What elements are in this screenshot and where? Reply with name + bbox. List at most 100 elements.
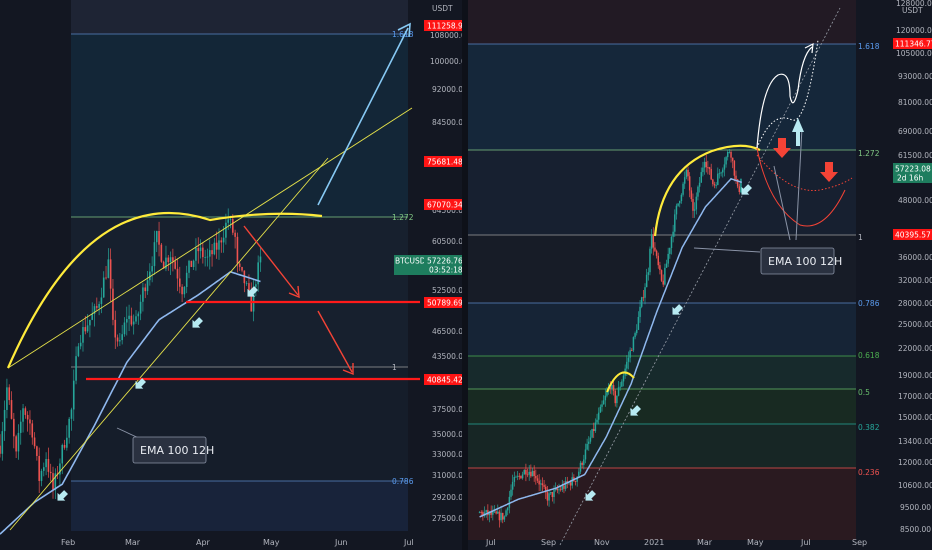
candle-body	[713, 184, 716, 186]
candle-body	[561, 485, 564, 490]
right-y-tick: 120000.00	[896, 26, 932, 35]
left-y-tick: 84500.00	[432, 118, 468, 127]
right-fib-zone-0236	[468, 468, 856, 540]
candle-body	[670, 236, 673, 249]
candle-body	[690, 190, 693, 200]
candle-body	[654, 247, 656, 251]
candle-body	[31, 423, 34, 438]
candle-body	[614, 390, 616, 404]
left-x-axis: Feb Mar Apr May Jun Jul	[61, 538, 414, 547]
candle-body	[146, 280, 149, 292]
candle-body	[495, 511, 497, 514]
candle-body	[259, 256, 262, 263]
right-y-tick: 15000.00	[898, 413, 932, 422]
candle-body	[478, 511, 481, 513]
left-y-tick: 100000.00	[430, 57, 471, 66]
candle-body	[181, 286, 183, 295]
right-projection-red-dotted	[756, 154, 853, 192]
candle-body	[513, 476, 516, 482]
candle-body	[526, 474, 529, 476]
candle-body	[199, 247, 202, 252]
candle-body	[40, 470, 43, 481]
candle-body	[599, 406, 602, 413]
right-ema-callout-box	[760, 247, 835, 275]
candle-body	[576, 476, 578, 482]
candle-body	[596, 419, 598, 423]
candle-body	[54, 473, 57, 490]
candle-body	[594, 422, 597, 432]
candle-body	[728, 151, 731, 153]
candle-body	[155, 231, 158, 243]
candle-body	[188, 260, 190, 273]
candle-body	[206, 256, 209, 258]
candle-body	[606, 391, 608, 396]
candle-body	[8, 387, 11, 401]
candle-body	[79, 342, 82, 347]
right-price-tag	[893, 38, 932, 49]
candle-body	[61, 444, 64, 464]
candle-body	[112, 288, 114, 320]
left-y-tick: 108000.00	[430, 31, 471, 40]
candle-body	[541, 483, 544, 486]
right-y-tick: 32000.00	[898, 276, 932, 285]
candle-body	[229, 219, 232, 220]
left-fib-label-0786: 0.786	[392, 477, 414, 486]
right-hint-arrow-2	[741, 184, 752, 195]
candle-body	[563, 485, 565, 489]
candle-body	[480, 511, 482, 513]
candle-body	[125, 319, 128, 323]
left-x-tick-jun: Jun	[334, 538, 348, 547]
right-red-down-arrow-1	[773, 138, 791, 158]
candle-body	[616, 395, 618, 404]
candle-body	[98, 303, 100, 308]
candle-body	[712, 179, 714, 185]
candle-body	[531, 470, 534, 477]
candle-body	[137, 313, 140, 317]
candle-body	[693, 209, 696, 211]
left-y-tick: 37500.00	[432, 405, 468, 414]
candle-body	[523, 469, 525, 475]
candle-body	[672, 231, 674, 237]
candle-body	[554, 488, 557, 491]
candle-body	[730, 151, 732, 158]
candle-body	[677, 203, 679, 206]
candle-body	[123, 322, 126, 335]
right-y-tick: 128000.00	[896, 0, 932, 8]
candle-body	[162, 261, 165, 269]
candle-body	[591, 429, 593, 438]
left-y-currency: USDT	[432, 4, 453, 13]
candle-body	[255, 284, 257, 287]
candle-body	[68, 418, 70, 438]
candle-body	[627, 357, 630, 362]
candle-body	[569, 482, 572, 486]
right-y-tick: 61500.00	[898, 151, 932, 160]
candle-body	[59, 463, 61, 475]
candle-body	[601, 404, 603, 407]
left-price-tag	[424, 297, 462, 308]
candle-body	[36, 446, 38, 456]
candle-body	[197, 248, 200, 252]
right-fib-zone-0382	[468, 424, 856, 468]
candle-body	[257, 262, 259, 285]
candle-body	[725, 157, 727, 165]
candle-body	[130, 315, 133, 325]
candle-body	[70, 409, 73, 419]
candle-body	[89, 319, 91, 326]
right-ema-line	[479, 177, 742, 518]
left-y-tick: 92000.00	[432, 85, 468, 94]
candle-body	[674, 214, 676, 232]
right-fib-label-1618: 1.618	[858, 42, 880, 51]
candle-body	[735, 175, 737, 180]
candle-body	[536, 478, 539, 481]
candle-body	[662, 280, 664, 285]
right-fib-zone-05	[468, 389, 856, 424]
candle-body	[710, 169, 712, 180]
candle-body	[121, 334, 123, 341]
candle-body	[683, 177, 686, 184]
candle-body	[650, 234, 653, 249]
candle-body	[521, 474, 524, 479]
right-y-axis: USDT 128000.00 120000.00 105000.00 93000…	[893, 0, 932, 534]
candle-body	[167, 257, 170, 263]
candle-body	[102, 277, 105, 298]
left-x-tick-feb: Feb	[61, 538, 75, 547]
